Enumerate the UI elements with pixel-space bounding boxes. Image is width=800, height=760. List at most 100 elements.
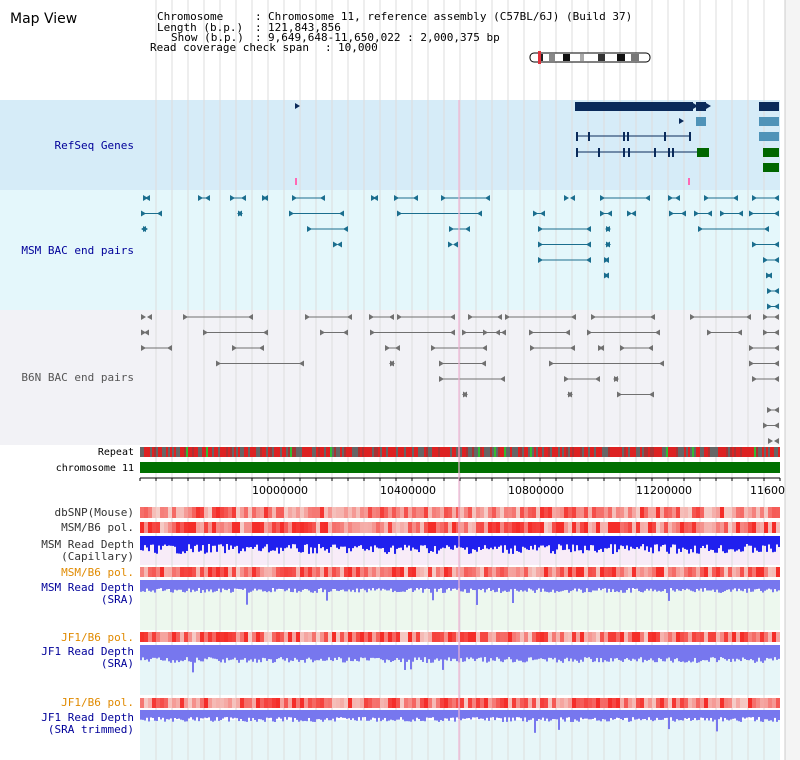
gene-exon[interactable]	[628, 148, 630, 157]
b6n-bac-pair-end[interactable]	[497, 314, 502, 320]
b6n-bac-pair-end[interactable]	[774, 345, 779, 351]
msm-bac-pair-end[interactable]	[141, 210, 146, 217]
chromosome-ideogram[interactable]	[529, 51, 651, 64]
refseq-genes-track[interactable]	[295, 102, 779, 185]
msm-bac-end[interactable]	[333, 241, 338, 248]
msm-bac-pair-end[interactable]	[465, 226, 470, 232]
b6n-bac-pair-end[interactable]	[343, 329, 348, 336]
b6n-bac-pair-end[interactable]	[763, 314, 768, 320]
b6n-bac-pair-end[interactable]	[774, 360, 779, 367]
gene-model[interactable]	[696, 102, 706, 111]
b6n-bac-pair-end[interactable]	[500, 376, 505, 382]
msm-bac-pair-end[interactable]	[774, 303, 779, 310]
msm-bac-pair-end[interactable]	[538, 226, 543, 232]
b6n-bac-pair-end[interactable]	[450, 329, 455, 336]
b6n-bac-end[interactable]	[147, 314, 152, 320]
msm-bac-pair-end[interactable]	[752, 195, 757, 201]
gene-model[interactable]	[759, 132, 779, 141]
msm-bac-end[interactable]	[237, 210, 242, 217]
b6n-bac-end[interactable]	[567, 391, 572, 398]
msm-bac-pair-end[interactable]	[752, 241, 757, 248]
b6n-bac-pair-end[interactable]	[746, 314, 751, 320]
b6n-bac-pair-end[interactable]	[570, 345, 575, 351]
vertical-scrollbar[interactable]	[785, 0, 800, 760]
gene-model[interactable]	[697, 148, 709, 157]
msm-bac-pair-end[interactable]	[645, 195, 650, 201]
msm-bac-pair-end[interactable]	[538, 241, 543, 248]
b6n-bac-end[interactable]	[389, 360, 394, 367]
msm-bac-pair-end[interactable]	[157, 210, 162, 217]
b6n-bac-pair-end[interactable]	[591, 314, 596, 320]
msm-bac-pair-end[interactable]	[540, 210, 545, 217]
gene-model[interactable]	[763, 148, 779, 157]
b6n-bac-pair-end[interactable]	[617, 391, 622, 398]
msm-bac-pair-end[interactable]	[707, 210, 712, 217]
msm-bac-pair-end[interactable]	[738, 210, 743, 217]
gene-strand-arrow[interactable]	[706, 103, 711, 109]
msm-bac-pair-end[interactable]	[669, 210, 674, 217]
msm-bac-pair-end[interactable]	[320, 195, 325, 201]
msm-bac-pair-end[interactable]	[694, 210, 699, 217]
msm-bac-pair-end[interactable]	[397, 210, 402, 217]
b6n-bac-pair-end[interactable]	[320, 329, 325, 336]
b6n-bac-pair-end[interactable]	[530, 345, 535, 351]
gene-model[interactable]	[696, 117, 706, 126]
msm-bac-end[interactable]	[570, 195, 575, 201]
b6n-bac-pair-end[interactable]	[167, 345, 172, 351]
msm-bac-pair-end[interactable]	[586, 226, 591, 232]
msm-bac-pair-end[interactable]	[586, 241, 591, 248]
msm-bac-pair-end[interactable]	[774, 257, 779, 263]
msm-bac-pair-end[interactable]	[600, 195, 605, 201]
msm-bac-end[interactable]	[604, 257, 609, 263]
msm-bac-track[interactable]	[141, 195, 779, 310]
b6n-bac-end[interactable]	[599, 345, 604, 351]
b6n-bac-pair-end[interactable]	[397, 314, 402, 320]
msm-bac-pair-end[interactable]	[339, 210, 344, 217]
b6n-bac-end[interactable]	[774, 438, 779, 444]
b6n-bac-end[interactable]	[613, 376, 618, 382]
gene-exon[interactable]	[689, 132, 691, 141]
msm-bac-pair-end[interactable]	[733, 195, 738, 201]
gene-strand-arrow[interactable]	[693, 103, 698, 109]
gene-exon[interactable]	[576, 132, 578, 141]
b6n-bac-end[interactable]	[144, 329, 149, 336]
b6n-bac-pair-end[interactable]	[620, 345, 625, 351]
msm-bac-pair-end[interactable]	[698, 226, 703, 232]
b6n-bac-pair-end[interactable]	[529, 329, 534, 336]
msm-bac-pair-end[interactable]	[485, 195, 490, 201]
msm-bac-pair-end[interactable]	[668, 195, 673, 201]
b6n-bac-pair-end[interactable]	[141, 345, 146, 351]
b6n-bac-pair-end[interactable]	[565, 329, 570, 336]
b6n-bac-pair-end[interactable]	[395, 345, 400, 351]
b6n-bac-pair-end[interactable]	[305, 314, 310, 320]
msm-bac-end[interactable]	[605, 226, 610, 232]
gene-strand-arrow[interactable]	[295, 103, 300, 109]
msm-bac-pair-end[interactable]	[774, 195, 779, 201]
b6n-bac-pair-end[interactable]	[767, 407, 772, 413]
gene-exon[interactable]	[598, 148, 600, 157]
msm-bac-end[interactable]	[605, 241, 610, 248]
b6n-bac-end[interactable]	[768, 438, 773, 444]
msm-bac-pair-end[interactable]	[600, 210, 605, 217]
gene-exon[interactable]	[664, 132, 666, 141]
b6n-bac-pair-end[interactable]	[481, 360, 486, 367]
b6n-bac-pair-end[interactable]	[299, 360, 304, 367]
b6n-bac-pair-end[interactable]	[752, 376, 757, 382]
b6n-bac-pair-end[interactable]	[505, 314, 510, 320]
b6n-bac-pair-end[interactable]	[564, 376, 569, 382]
b6n-bac-pair-end[interactable]	[216, 360, 221, 367]
msm-bac-pair-end[interactable]	[307, 226, 312, 232]
gene-model[interactable]	[575, 102, 693, 111]
b6n-bac-pair-end[interactable]	[655, 329, 660, 336]
msm-bac-pair-end[interactable]	[538, 257, 543, 263]
b6n-bac-pair-end[interactable]	[774, 329, 779, 336]
gene-exon[interactable]	[588, 132, 590, 141]
msm-bac-pair-end[interactable]	[704, 195, 709, 201]
msm-bac-pair-end[interactable]	[767, 288, 772, 294]
msm-bac-end[interactable]	[767, 272, 772, 279]
b6n-bac-pair-end[interactable]	[549, 360, 554, 367]
b6n-bac-pair-end[interactable]	[482, 345, 487, 351]
b6n-bac-pair-end[interactable]	[369, 314, 374, 320]
gene-exon[interactable]	[627, 132, 629, 141]
msm-bac-end[interactable]	[627, 210, 632, 217]
